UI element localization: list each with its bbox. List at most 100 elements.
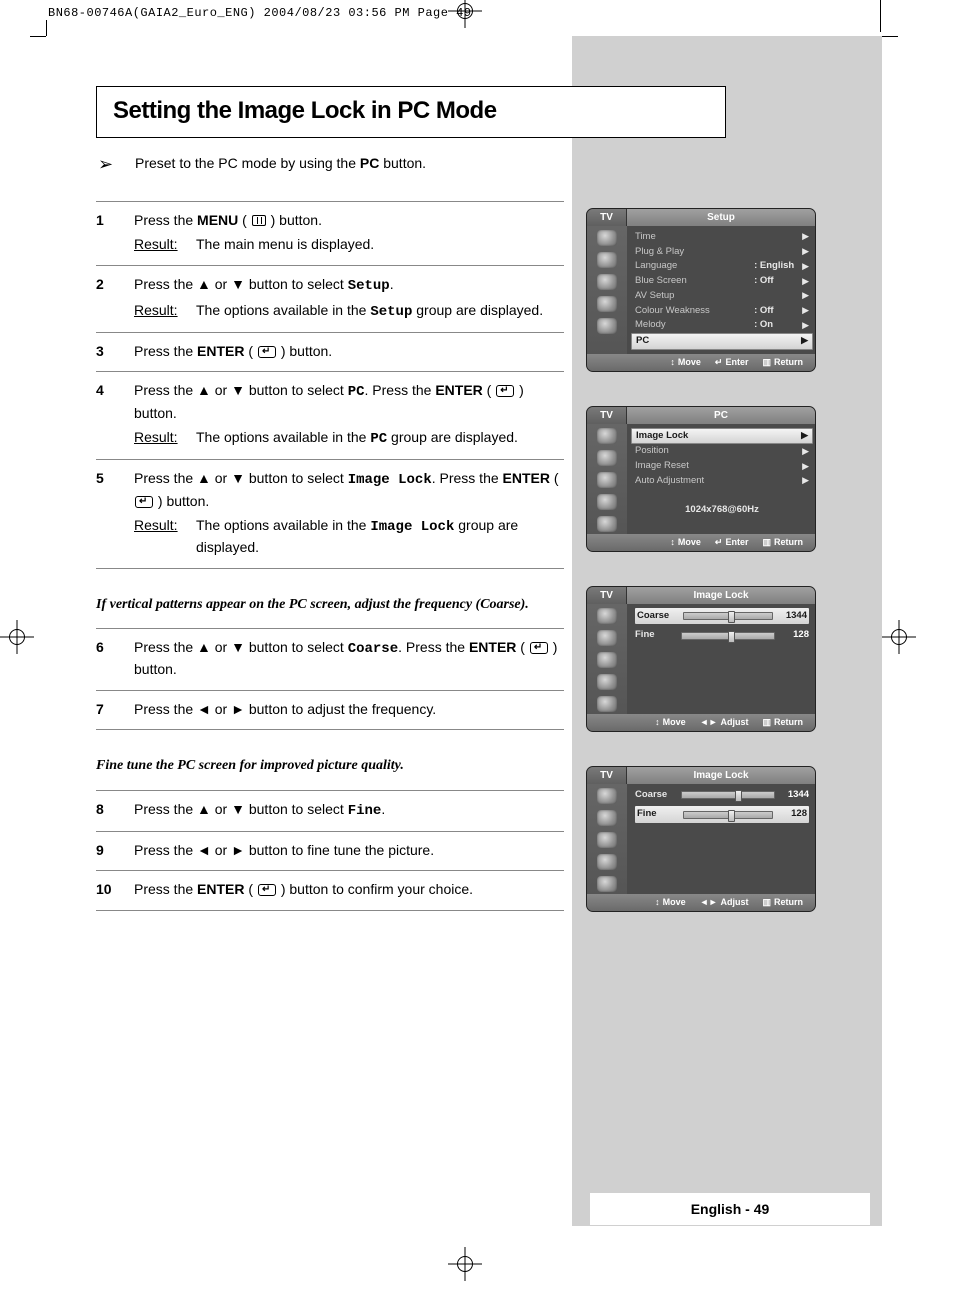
osd-imagelock-1: TV Image Lock Coarse 1344 Fine 128 xyxy=(586,586,816,732)
crop-mark xyxy=(880,0,881,32)
osd-footer-move: Move xyxy=(655,897,686,908)
osd-icon xyxy=(597,696,617,712)
result-label: Result: xyxy=(134,300,184,322)
slider-thumb xyxy=(728,611,735,623)
osd-footer-return: Return xyxy=(762,357,803,368)
crop-mark xyxy=(30,36,46,37)
step-row: 7Press the ◄ or ► button to adjust the f… xyxy=(96,690,564,729)
osd-tv-tab: TV xyxy=(587,767,627,784)
osd-slider-row: Fine 128 xyxy=(635,628,809,643)
preset-note: ➢ Preset to the PC mode by using the PC … xyxy=(98,152,726,173)
reg-mark-left xyxy=(0,620,34,654)
osd-icon xyxy=(597,608,617,624)
osd-footer: Move Adjust Return xyxy=(587,714,815,731)
step-row: 5Press the ▲ or ▼ button to select Image… xyxy=(96,459,564,567)
osd-setup-list: Time▶Plug & Play▶Language: English▶Blue … xyxy=(627,226,815,354)
osd-tv-tab: TV xyxy=(587,407,627,424)
osd-title: Image Lock xyxy=(627,587,815,604)
osd-menu-item: Blue Screen: Off▶ xyxy=(635,274,809,289)
step-body: Press the ◄ or ► button to fine tune the… xyxy=(134,840,564,860)
osd-title: Image Lock xyxy=(627,767,815,784)
step-number: 5 xyxy=(96,468,134,557)
osd-menu-item: Colour Weakness: Off▶ xyxy=(635,304,809,319)
osd-menu-item: Image Reset▶ xyxy=(635,459,809,474)
result-label: Result: xyxy=(134,515,184,558)
step-number: 7 xyxy=(96,699,134,719)
slider-value: 128 xyxy=(781,628,809,643)
osd-footer-move: Move xyxy=(670,357,701,368)
page-title: Setting the Image Lock in PC Mode xyxy=(113,97,709,125)
result-text: The options available in the Setup group… xyxy=(196,300,543,322)
reg-mark-bottom xyxy=(448,1247,482,1281)
osd-footer-move: Move xyxy=(655,717,686,728)
step-number: 6 xyxy=(96,637,134,680)
osd-setup: TV Setup Time▶Plug & Play▶Language: Engl… xyxy=(586,208,816,372)
osd-icon xyxy=(597,296,617,312)
osd-footer-enter: Enter xyxy=(715,357,749,368)
osd-icon xyxy=(597,252,617,268)
step-number: 8 xyxy=(96,799,134,821)
step-row: 9Press the ◄ or ► button to fine tune th… xyxy=(96,831,564,870)
osd-icon xyxy=(597,832,617,848)
slider-label: Coarse xyxy=(635,788,675,803)
osd-icon xyxy=(597,274,617,290)
title-box: Setting the Image Lock in PC Mode xyxy=(96,86,726,138)
step-body: Press the ▲ or ▼ button to select Setup.… xyxy=(134,274,564,323)
osd-icon xyxy=(597,674,617,690)
osd-icon xyxy=(597,630,617,646)
step-row: 8Press the ▲ or ▼ button to select Fine. xyxy=(96,790,564,831)
slider-value: 128 xyxy=(779,807,807,822)
osd-sidebar-icons xyxy=(587,784,627,894)
osd-slider-row: Coarse 1344 xyxy=(635,788,809,803)
osd-icon xyxy=(597,788,617,804)
osd-title: Setup xyxy=(627,209,815,226)
step-row: 2Press the ▲ or ▼ button to select Setup… xyxy=(96,265,564,333)
osd-icon xyxy=(597,472,617,488)
osd-footer-adjust: Adjust xyxy=(700,717,749,728)
osd-pc-list: Image Lock▶Position▶Image Reset▶Auto Adj… xyxy=(627,424,815,534)
osd-title: PC xyxy=(627,407,815,424)
osd-menu-item: Plug & Play▶ xyxy=(635,245,809,260)
slider-thumb xyxy=(735,790,742,802)
step-row: 6Press the ▲ or ▼ button to select Coars… xyxy=(96,628,564,690)
result-text: The main menu is displayed. xyxy=(196,234,374,254)
slider-track xyxy=(683,811,773,819)
osd-menu-item: Position▶ xyxy=(635,444,809,459)
osd-resolution: 1024x768@60Hz xyxy=(635,503,809,518)
step-number: 2 xyxy=(96,274,134,323)
osd-icon xyxy=(597,516,617,532)
result-label: Result: xyxy=(134,234,184,254)
osd-lock1-list: Coarse 1344 Fine 128 xyxy=(627,604,815,714)
step-body: Press the ▲ or ▼ button to select Fine. xyxy=(134,799,564,821)
osd-icon xyxy=(597,876,617,892)
osd-footer-return: Return xyxy=(762,717,803,728)
result-label: Result: xyxy=(134,427,184,449)
step-number: 1 xyxy=(96,210,134,255)
step-body: Press the ▲ or ▼ button to select Coarse… xyxy=(134,637,564,680)
osd-icon xyxy=(597,428,617,444)
osd-icon xyxy=(597,318,617,334)
osd-footer-return: Return xyxy=(762,537,803,548)
osd-menu-item: Time▶ xyxy=(635,230,809,245)
osd-pc: TV PC Image Lock▶Position▶Image Reset▶Au… xyxy=(586,406,816,552)
arrow-icon: ➢ xyxy=(98,154,113,175)
osd-icon xyxy=(597,854,617,870)
step-body: Press the ENTER ( ) button to confirm yo… xyxy=(134,879,564,899)
osd-tv-tab: TV xyxy=(587,587,627,604)
step-number: 3 xyxy=(96,341,134,361)
osd-menu-item: Auto Adjustment▶ xyxy=(635,474,809,489)
osd-icon xyxy=(597,230,617,246)
step-row: 4Press the ▲ or ▼ button to select PC. P… xyxy=(96,371,564,459)
slider-label: Fine xyxy=(637,807,677,822)
osd-footer-move: Move xyxy=(670,537,701,548)
osd-slider-row: Coarse 1344 xyxy=(635,608,809,625)
steps-block-3: 8Press the ▲ or ▼ button to select Fine.… xyxy=(96,790,564,911)
osd-imagelock-2: TV Image Lock Coarse 1344 Fine 128 xyxy=(586,766,816,912)
osd-menu-item: PC▶ xyxy=(631,333,813,350)
reg-mark-right xyxy=(882,620,916,654)
step-number: 4 xyxy=(96,380,134,449)
osd-footer: Move Enter Return xyxy=(587,534,815,551)
crop-mark xyxy=(46,20,47,36)
osd-icon xyxy=(597,450,617,466)
osd-icon xyxy=(597,494,617,510)
